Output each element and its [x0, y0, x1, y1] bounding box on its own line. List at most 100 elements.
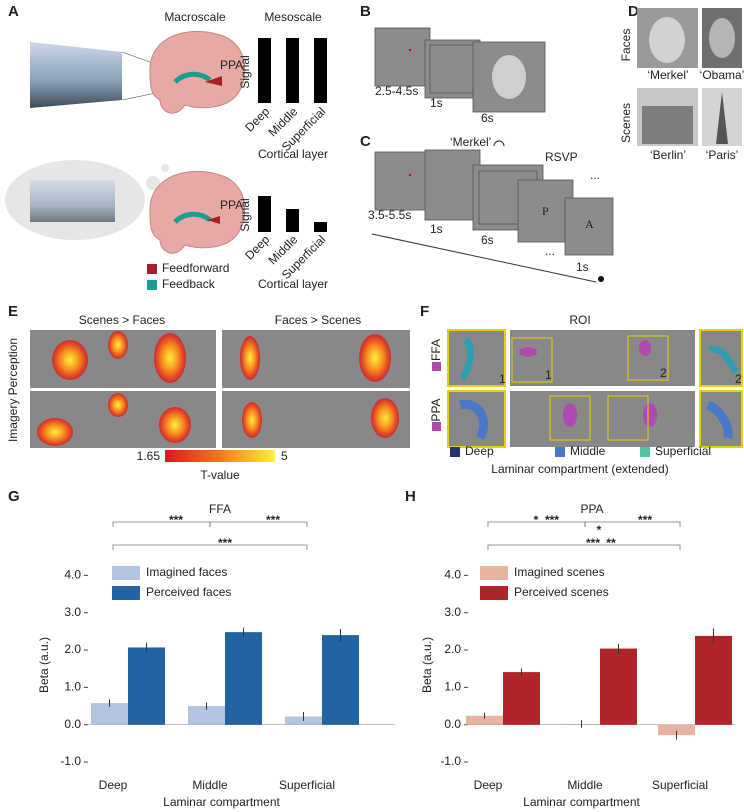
- significance-stars: ***: [169, 513, 183, 527]
- region-label: PPA: [220, 58, 243, 72]
- significance-bracket: [112, 521, 211, 527]
- y-tick-label: 3.0: [64, 605, 81, 619]
- screen: [424, 149, 481, 221]
- roi: [563, 403, 577, 427]
- y-tick-label: -1.0: [440, 754, 461, 768]
- axis-title: Cortical layer: [258, 277, 328, 291]
- significance-bracket: [584, 521, 681, 527]
- inset-number: 1: [545, 368, 552, 382]
- inset-number: 1: [499, 372, 506, 386]
- chart-title: PPA: [580, 502, 603, 516]
- auditory-cue: ‘Merkel’: [450, 135, 491, 149]
- schematic-bar: [258, 196, 271, 232]
- legend-label: Superficial: [655, 444, 711, 458]
- roi: [639, 340, 651, 356]
- panel-d: D Faces Scenes ‘Merkel’ ‘Obama’ ‘Berlin’…: [619, 3, 744, 162]
- legend-swatch: [112, 566, 140, 580]
- x-axis-title: Laminar compartment: [163, 795, 280, 809]
- legend-label: Perceived scenes: [514, 585, 609, 599]
- schematic-bar: [286, 209, 299, 232]
- schematic-bar: [258, 38, 271, 103]
- x-tick-label: Deep: [99, 778, 128, 792]
- legend-label: Middle: [570, 444, 606, 458]
- legend-label: Deep: [465, 444, 494, 458]
- y-tick-label: 4.0: [64, 568, 81, 582]
- colorbar-min: 1.65: [137, 449, 161, 463]
- legend-swatch: [480, 586, 508, 600]
- panel-label: F: [420, 303, 429, 320]
- heading: Macroscale: [164, 10, 226, 24]
- row-label: Imagery Perception: [6, 338, 20, 442]
- legend-swatch: [640, 447, 650, 457]
- y-tick-label: 1.0: [64, 680, 81, 694]
- activation: [159, 407, 191, 443]
- schematic-bar: [314, 38, 327, 103]
- panel-c: C ‘Merkel’ RSVP P A ... ... 3.5-5.5s 1s …: [360, 133, 614, 283]
- roi-layers: [458, 399, 489, 441]
- panel-title: ROI: [569, 313, 590, 327]
- letter: P: [542, 204, 549, 218]
- x-axis-title: Laminar compartment: [523, 795, 640, 809]
- screen: [374, 151, 431, 211]
- inset: [447, 390, 506, 448]
- activation: [52, 340, 88, 380]
- y-tick-label: 1.0: [444, 680, 461, 694]
- axis-title: Signal: [238, 55, 252, 88]
- schematic-bar: [286, 38, 299, 103]
- panel-a: A Macroscale Mesoscale PPA Signal Deep M…: [5, 3, 328, 291]
- y-tick-label: 0.0: [444, 717, 461, 731]
- significance-stars: ***: [266, 513, 280, 527]
- y-tick-label: -1.0: [60, 754, 81, 768]
- column-label: Faces > Scenes: [275, 313, 361, 327]
- feedback-arrow: [173, 211, 212, 224]
- legend-swatch: [147, 280, 157, 290]
- legend-label: Perceived faces: [146, 585, 231, 599]
- significance-bracket: [209, 521, 308, 527]
- inset-number: 2: [660, 366, 667, 380]
- x-tick-label: Superficial: [652, 778, 708, 792]
- duration: 2.5-4.5s: [375, 84, 418, 98]
- inset-frame: [549, 395, 591, 441]
- significance-stars: **: [606, 536, 616, 550]
- y-tick-label: 2.0: [444, 642, 461, 656]
- imagined-scene: [30, 180, 115, 222]
- bar: [128, 647, 165, 725]
- significance-stars: *: [534, 513, 539, 527]
- caption: ‘Berlin’: [650, 148, 686, 162]
- legend-swatch: [555, 447, 565, 457]
- significance-bracket: [112, 544, 308, 550]
- activation: [359, 334, 391, 382]
- feedforward-arrow: [207, 216, 220, 224]
- caption: ‘Obama’: [700, 68, 744, 82]
- significance-stars: ***: [218, 536, 232, 550]
- caption: ‘Merkel’: [647, 68, 688, 82]
- fixation: [408, 48, 412, 52]
- y-axis-title: Beta (a.u.): [37, 637, 51, 693]
- x-tick-label: Middle: [192, 778, 228, 792]
- legend-swatch: [112, 586, 140, 600]
- bar: [695, 635, 732, 725]
- roi-swatch: [432, 362, 441, 371]
- panel-label: A: [8, 3, 19, 20]
- duration: 6s: [481, 111, 494, 125]
- activation: [108, 393, 128, 417]
- region-label: PPA: [220, 198, 243, 212]
- panel-label: H: [405, 488, 416, 505]
- schematic-bar: [314, 222, 327, 232]
- colorbar-label: T-value: [200, 468, 240, 482]
- roi-layers: [708, 345, 740, 374]
- axis-title: Cortical layer: [258, 147, 328, 161]
- thought-bubble: [146, 176, 160, 190]
- axis-title: Signal: [238, 198, 252, 231]
- inset-frame: [627, 335, 669, 381]
- y-tick-label: 4.0: [444, 568, 461, 582]
- screen: [374, 27, 431, 87]
- roi-layers: [705, 400, 733, 439]
- duration: 1s: [576, 260, 589, 274]
- bar: [658, 724, 695, 736]
- panel-label: G: [8, 488, 20, 505]
- face: [709, 18, 735, 58]
- roi-layers: [459, 336, 475, 381]
- row-label: PPA: [429, 398, 443, 421]
